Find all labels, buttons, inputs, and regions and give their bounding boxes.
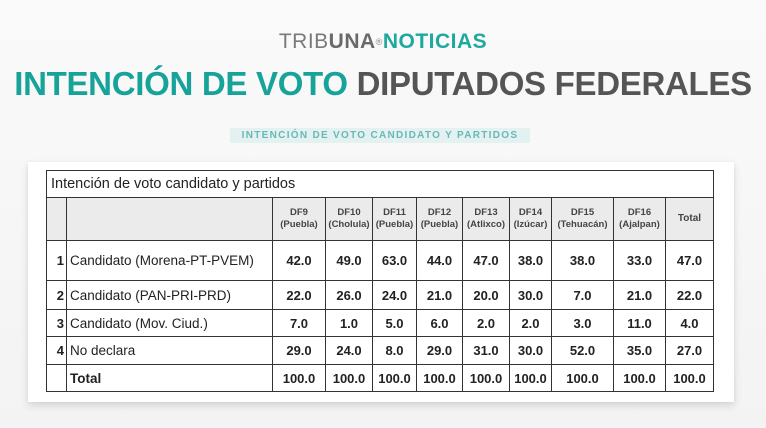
cell-value: 22.0 (272, 280, 326, 310)
cell-value: 29.0 (416, 336, 463, 365)
cell-value: 49.0 (325, 240, 373, 281)
cell-value: 100.0 (613, 364, 666, 392)
cell-value: 100.0 (372, 364, 417, 392)
table-title: Intención de voto candidato y partidos (46, 170, 714, 198)
row-label-total: Total (66, 364, 273, 392)
table-header-row: DF9 (Puebla) DF10 (Cholula) DF11 (Puebla) D… (46, 197, 714, 241)
column-header: DF16 (Ajalpan) (613, 197, 666, 241)
row-index (46, 364, 67, 392)
brand-part-una: UNA (328, 30, 376, 53)
row-index: 3 (46, 309, 67, 337)
cell-value: 38.0 (509, 240, 552, 281)
cell-value: 42.0 (272, 240, 326, 281)
cell-value: 29.0 (272, 336, 326, 365)
table-row: 4 No declara 29.0 24.0 8.0 29.0 31.0 30.… (46, 336, 714, 365)
cell-value: 24.0 (372, 280, 417, 310)
cell-value: 2.0 (462, 309, 510, 337)
cell-value: 100.0 (272, 364, 326, 392)
row-label: Candidato (Morena-PT-PVEM) (66, 240, 273, 281)
cell-value-total: 47.0 (665, 240, 714, 281)
brand-part-trib: TRIB (278, 30, 329, 53)
column-header: DF9 (Puebla) (272, 197, 326, 241)
cell-value: 47.0 (462, 240, 510, 281)
cell-value: 100.0 (416, 364, 463, 392)
row-index: 4 (46, 336, 67, 365)
cell-value: 100.0 (551, 364, 614, 392)
brand-part-noticias: NOTICIAS (382, 30, 488, 53)
cell-value-total: 100.0 (665, 364, 714, 392)
cell-value: 5.0 (372, 309, 417, 337)
section-banner: INTENCIÓN DE VOTO CANDIDATO Y PARTIDOS (230, 128, 530, 143)
title-highlight: INTENCIÓN DE VOTO (14, 65, 348, 102)
cell-value: 21.0 (613, 280, 666, 310)
column-header-total: Total (665, 197, 714, 241)
cell-value: 35.0 (613, 336, 666, 365)
registered-mark: ® (375, 37, 383, 47)
cell-value: 26.0 (325, 280, 373, 310)
column-header: DF13 (Atlixco) (462, 197, 510, 241)
row-index: 2 (46, 280, 67, 310)
table-row: 2 Candidato (PAN-PRI-PRD) 22.0 26.0 24.0… (46, 280, 714, 310)
cell-value: 3.0 (551, 309, 614, 337)
cell-value: 11.0 (613, 309, 666, 337)
table-total-row: Total 100.0 100.0 100.0 100.0 100.0 100.… (46, 364, 714, 392)
cell-value: 33.0 (613, 240, 666, 281)
cell-value: 63.0 (372, 240, 417, 281)
cell-value: 100.0 (462, 364, 510, 392)
cell-value: 6.0 (416, 309, 463, 337)
title-rest: DIPUTADOS FEDERALES (356, 65, 753, 102)
cell-value: 20.0 (462, 280, 510, 310)
cell-value: 38.0 (551, 240, 614, 281)
column-header: DF15 (Tehuacán) (551, 197, 614, 241)
cell-value: 21.0 (416, 280, 463, 310)
header-label-cell (66, 197, 273, 241)
cell-value: 31.0 (462, 336, 510, 365)
cell-value-total: 4.0 (665, 309, 714, 337)
cell-value: 52.0 (551, 336, 614, 365)
vote-intention-table: Intención de voto candidato y partidos D… (46, 170, 714, 392)
cell-value: 30.0 (509, 336, 552, 365)
cell-value: 8.0 (372, 336, 417, 365)
table-row: 3 Candidato (Mov. Ciud.) 7.0 1.0 5.0 6.0… (46, 309, 714, 337)
cell-value: 7.0 (551, 280, 614, 310)
brand-logo: TRIBUNA®NOTICIAS (0, 30, 766, 54)
cell-value: 100.0 (509, 364, 552, 392)
row-label: Candidato (Mov. Ciud.) (66, 309, 273, 337)
row-label: Candidato (PAN-PRI-PRD) (66, 280, 273, 310)
page-title: INTENCIÓN DE VOTO DIPUTADOS FEDERALES (0, 64, 766, 104)
cell-value: 100.0 (325, 364, 373, 392)
table-row: 1 Candidato (Morena-PT-PVEM) 42.0 49.0 6… (46, 240, 714, 281)
column-header: DF11 (Puebla) (372, 197, 417, 241)
column-header: DF14 (Izúcar) (509, 197, 552, 241)
header-index-cell (46, 197, 67, 241)
cell-value: 44.0 (416, 240, 463, 281)
cell-value: 2.0 (509, 309, 552, 337)
cell-value: 7.0 (272, 309, 326, 337)
cell-value-total: 22.0 (665, 280, 714, 310)
column-header: DF10 (Cholula) (325, 197, 373, 241)
cell-value: 1.0 (325, 309, 373, 337)
cell-value-total: 27.0 (665, 336, 714, 365)
row-label: No declara (66, 336, 273, 365)
cell-value: 30.0 (509, 280, 552, 310)
row-index: 1 (46, 240, 67, 281)
column-header: DF12 (Puebla) (416, 197, 463, 241)
cell-value: 24.0 (325, 336, 373, 365)
